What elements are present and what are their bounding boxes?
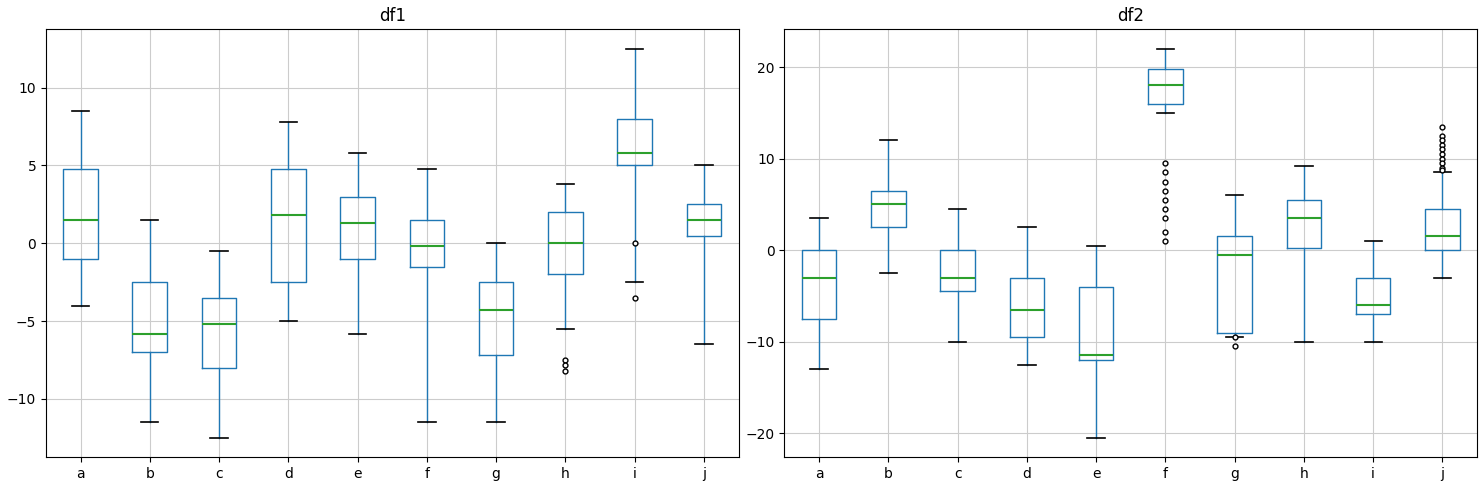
Title: df1: df1 bbox=[378, 7, 405, 25]
Title: df2: df2 bbox=[1117, 7, 1144, 25]
